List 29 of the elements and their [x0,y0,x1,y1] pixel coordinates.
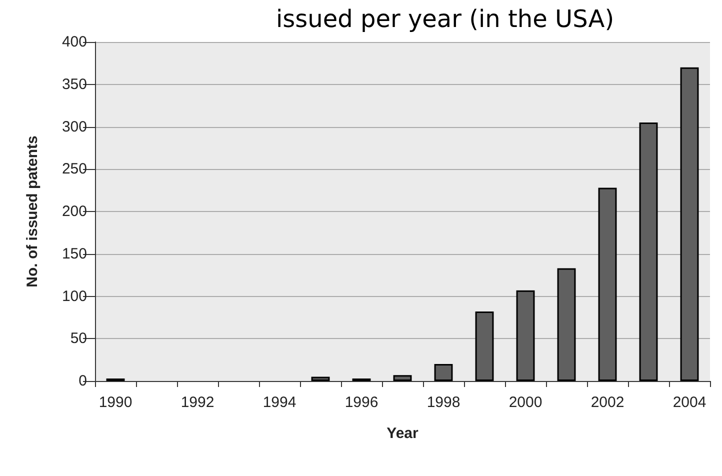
y-tick-label: 150 [62,245,87,262]
y-tick-label: 300 [62,118,87,136]
x-tick-label: 1996 [344,394,378,411]
x-tick-label: 1994 [262,394,296,411]
y-tick-label: 250 [62,160,87,178]
y-tick-label: 50 [70,330,87,348]
y-tick-label: 200 [62,203,87,220]
y-tick-label: 400 [62,34,87,50]
x-tick-label: 1990 [98,394,132,411]
y-tick-label: 0 [78,372,87,390]
bar [516,290,535,381]
x-axis-title: Year [386,425,419,442]
y-tick-label: 100 [62,288,87,305]
bar [557,268,576,381]
y-tick-label: 350 [62,76,87,93]
bar [311,376,330,381]
bar [680,67,699,381]
x-tick-label: 1992 [180,394,214,411]
x-tick-label: 2004 [672,394,706,411]
y-axis-title: No. of issued patents [24,136,41,288]
bar [434,364,453,381]
x-tick-label: 1998 [426,394,460,411]
bar [598,188,617,381]
bar [475,312,494,381]
x-tick-label: 2000 [508,394,542,411]
x-tick-label: 2002 [590,394,624,411]
bar [639,122,658,381]
chart-title: issued per year (in the USA) [276,5,614,33]
bar [393,375,412,381]
